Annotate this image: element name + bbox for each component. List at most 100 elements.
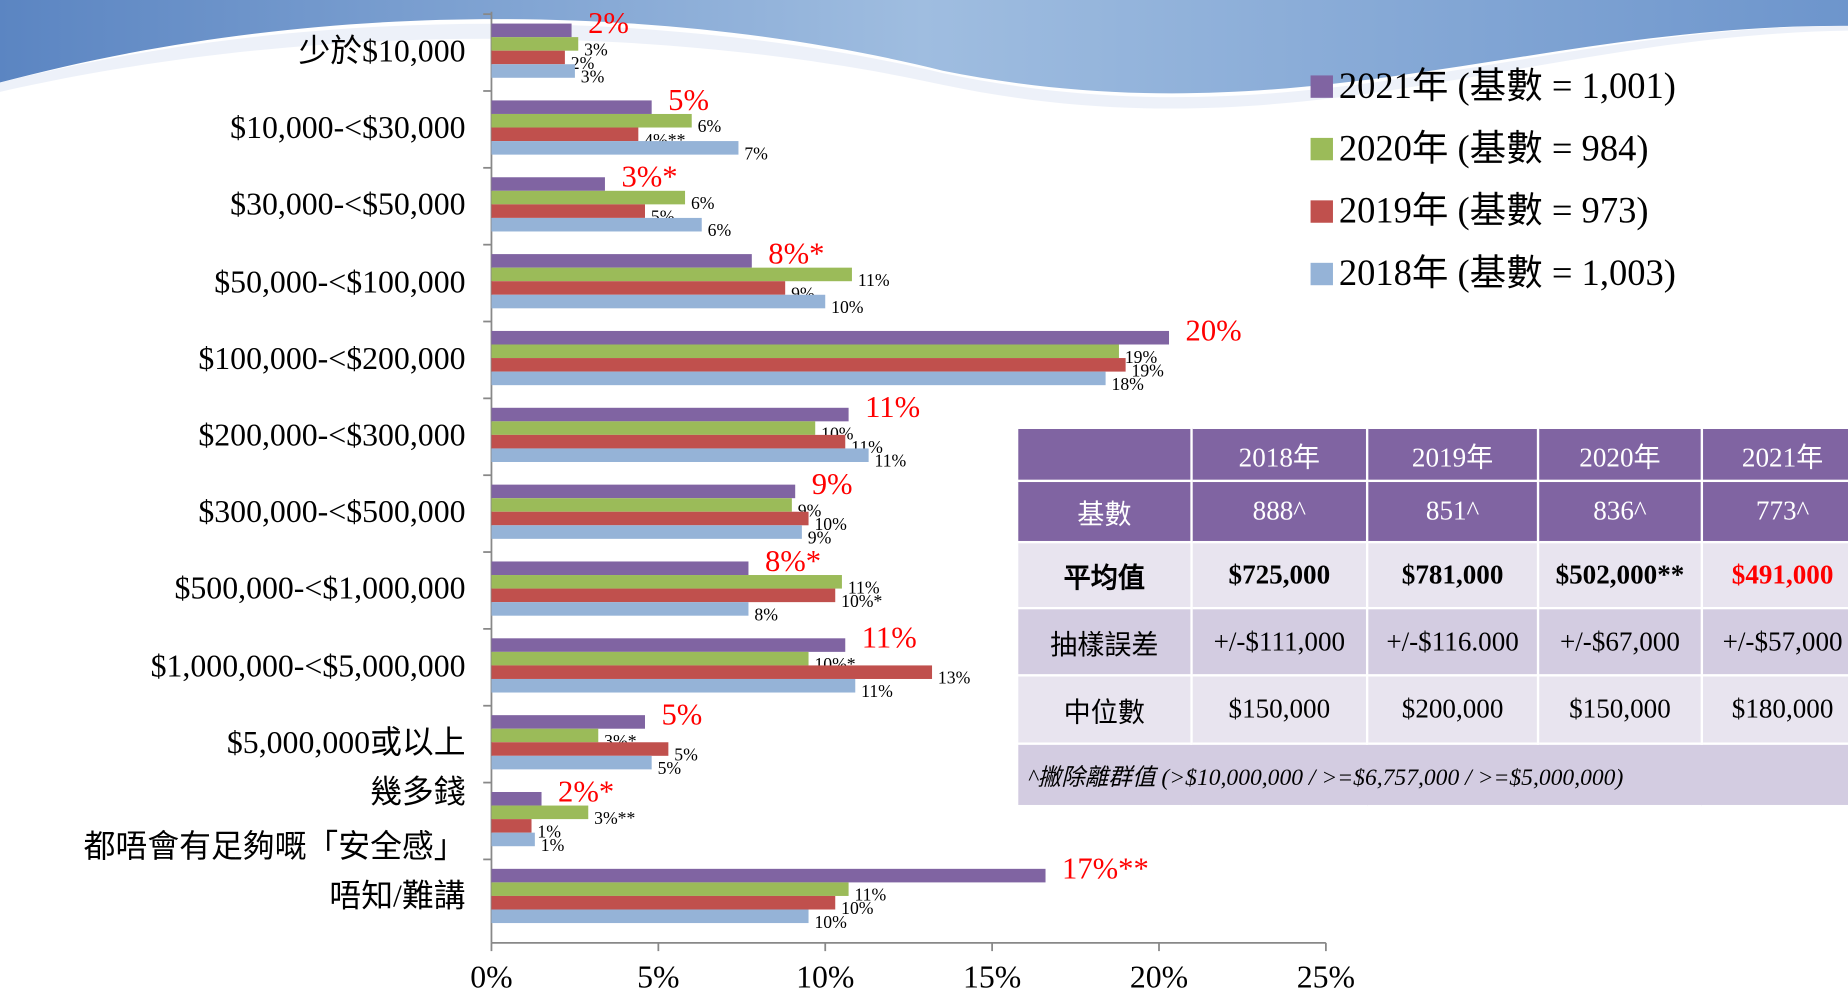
category-label: $500,000-<$1,000,000 [174, 570, 466, 607]
table-header-row: 2018年 2019年 2020年 2021年 [1015, 426, 1848, 483]
table-cell: $200,000 [1365, 674, 1540, 745]
legend-swatch [1310, 200, 1333, 223]
table-cell: 773^ [1700, 479, 1848, 544]
table-row: 基數 888^ 851^ 836^ 773^ [1015, 479, 1848, 544]
bar [491, 64, 575, 78]
value-label-highlight: 2% [588, 6, 629, 40]
bar [491, 678, 856, 693]
bar [491, 484, 796, 499]
row-label: 基數 [1015, 479, 1193, 544]
legend-label: 2019年 (基數 = 973) [1339, 190, 1649, 231]
value-label-highlight: 11% [865, 390, 920, 424]
background-wave [0, 23, 1848, 109]
bar [491, 127, 639, 142]
value-label: 6% [691, 193, 715, 213]
value-label-highlight: 3%* [621, 160, 677, 194]
column-header: 2021年 [1700, 426, 1848, 483]
table-corner [1015, 426, 1193, 483]
category-label: $10,000-<$30,000 [230, 109, 466, 146]
x-tick-label: 10% [796, 960, 854, 990]
bar [491, 588, 836, 603]
table-row: 抽樣誤差 +/-$111,000 +/-$116.000 +/-$67,000 +/-$… [1015, 606, 1848, 677]
table-row: 中位數 $150,000 $200,000 $150,000 $180,000 [1015, 674, 1848, 745]
table-cell: +/-$57,000 [1700, 606, 1848, 677]
footnote: ^撇除離群值 (>$10,000,000 / >=$6,757,000 / >=… [1015, 742, 1848, 808]
bar [491, 190, 686, 205]
value-label: 11% [875, 451, 907, 471]
bar [491, 498, 792, 512]
value-label: 18% [1111, 374, 1144, 394]
bar [491, 755, 652, 770]
legend-label: 2018年 (基數 = 1,003) [1339, 252, 1676, 293]
legend-label: 2021年 (基數 = 1,001) [1339, 65, 1676, 106]
bar [491, 267, 852, 282]
value-label: 5% [674, 745, 698, 765]
bar [491, 100, 652, 114]
bar [491, 742, 669, 756]
value-label: 7% [744, 143, 768, 163]
row-label: 平均值 [1015, 540, 1193, 610]
bar [491, 868, 1046, 883]
bar [491, 665, 933, 679]
bar [491, 602, 749, 616]
x-tick-label: 5% [637, 960, 679, 990]
table-cell: $180,000 [1700, 674, 1848, 745]
table-cell: 836^ [1536, 479, 1704, 544]
bar [491, 791, 542, 806]
x-tick-label: 15% [963, 960, 1021, 990]
value-label: 11% [858, 270, 890, 290]
value-label-highlight: 9% [812, 467, 853, 501]
table-cell: $150,000 [1190, 674, 1369, 745]
column-header: 2019年 [1365, 426, 1540, 483]
value-label: 10% [841, 898, 874, 918]
category-label: $50,000-<$100,000 [214, 263, 466, 299]
bar [491, 371, 1106, 386]
bar [491, 204, 645, 218]
row-label: 抽樣誤差 [1015, 606, 1193, 677]
value-label: 19% [1132, 360, 1165, 380]
value-label: 8% [754, 604, 778, 624]
stats-table: 2018年 2019年 2020年 2021年 基數 888^ 851^ 836^ 773^ 平均… [1015, 426, 1848, 808]
background-wave [0, 0, 1848, 94]
row-label: 中位數 [1015, 674, 1193, 745]
bar [491, 254, 752, 268]
bar [491, 805, 589, 820]
legend-swatch [1310, 137, 1333, 161]
column-header: 2020年 [1536, 426, 1704, 483]
table-cell: +/-$111,000 [1190, 606, 1369, 677]
value-label: 6% [698, 116, 722, 136]
value-label-highlight: 20% [1186, 313, 1242, 347]
value-label: 10%* [841, 591, 882, 611]
bar [491, 561, 749, 576]
value-label: 13% [938, 668, 971, 688]
column-header: 2018年 [1190, 426, 1369, 483]
bar [491, 113, 692, 128]
bar [491, 832, 535, 847]
x-tick-label: 0% [470, 960, 512, 990]
bar [491, 525, 802, 539]
bar [491, 909, 809, 924]
value-label: 2% [571, 53, 595, 73]
value-label-highlight: 8%* [768, 237, 824, 271]
bar [491, 50, 565, 65]
value-label: 10% [831, 297, 864, 317]
value-label: 10% [814, 514, 847, 534]
category-label: $100,000-<$200,000 [198, 340, 466, 376]
value-label: 19% [1125, 347, 1158, 367]
bar [491, 407, 849, 422]
bar [491, 23, 572, 38]
x-tick-label: 25% [1297, 960, 1355, 990]
value-label-highlight: 8%* [765, 544, 821, 578]
bar [491, 141, 739, 155]
bar [491, 575, 842, 589]
table-cell: $725,000 [1190, 540, 1369, 610]
table-cell: $491,000 [1700, 540, 1848, 610]
table-cell: $150,000 [1536, 674, 1704, 745]
value-label-highlight: 5% [668, 83, 709, 117]
bar [491, 819, 532, 833]
value-label: 5% [658, 758, 682, 778]
category-label: 少於$10,000 [298, 32, 466, 69]
bar [491, 330, 1170, 345]
